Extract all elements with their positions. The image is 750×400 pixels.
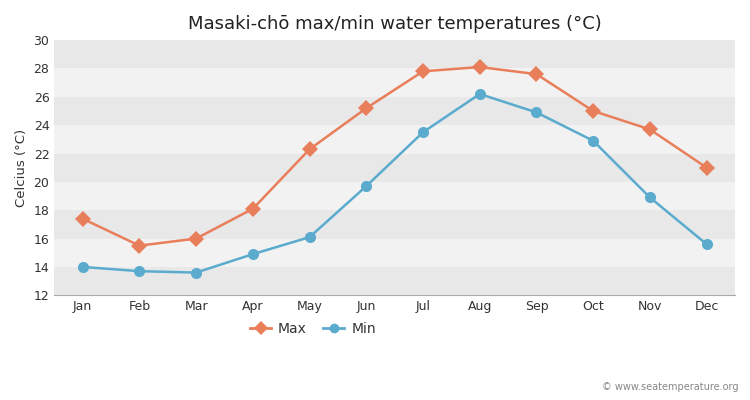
Max bbox=[532, 72, 541, 76]
Min bbox=[702, 242, 711, 247]
Max bbox=[248, 206, 257, 211]
Min bbox=[589, 138, 598, 143]
Legend: Max, Min: Max, Min bbox=[244, 317, 382, 342]
Title: Masaki-chō max/min water temperatures (°C): Masaki-chō max/min water temperatures (°… bbox=[188, 15, 602, 33]
Max bbox=[646, 127, 655, 132]
Y-axis label: Celcius (°C): Celcius (°C) bbox=[15, 129, 28, 207]
Min bbox=[248, 252, 257, 256]
Max bbox=[305, 147, 314, 152]
Bar bbox=[54, 125, 735, 154]
Min bbox=[191, 270, 200, 275]
Min bbox=[78, 264, 87, 269]
Bar bbox=[54, 238, 735, 267]
Bar bbox=[54, 182, 735, 210]
Min bbox=[135, 269, 144, 274]
Min bbox=[419, 130, 428, 135]
Bar bbox=[54, 154, 735, 182]
Max bbox=[78, 216, 87, 221]
Min bbox=[646, 195, 655, 200]
Bar bbox=[54, 210, 735, 238]
Max bbox=[362, 106, 370, 110]
Bar bbox=[54, 97, 735, 125]
Bar bbox=[54, 68, 735, 97]
Min bbox=[305, 235, 314, 240]
Max bbox=[476, 65, 484, 70]
Max bbox=[191, 236, 200, 241]
Min bbox=[362, 184, 370, 188]
Max bbox=[135, 243, 144, 248]
Max bbox=[589, 108, 598, 113]
Max bbox=[419, 69, 428, 74]
Min bbox=[476, 92, 484, 96]
Text: © www.seatemperature.org: © www.seatemperature.org bbox=[602, 382, 739, 392]
Line: Min: Min bbox=[77, 88, 712, 278]
Line: Max: Max bbox=[77, 62, 712, 251]
Min bbox=[532, 110, 541, 115]
Bar bbox=[54, 40, 735, 68]
Bar bbox=[54, 267, 735, 295]
Max bbox=[702, 165, 711, 170]
